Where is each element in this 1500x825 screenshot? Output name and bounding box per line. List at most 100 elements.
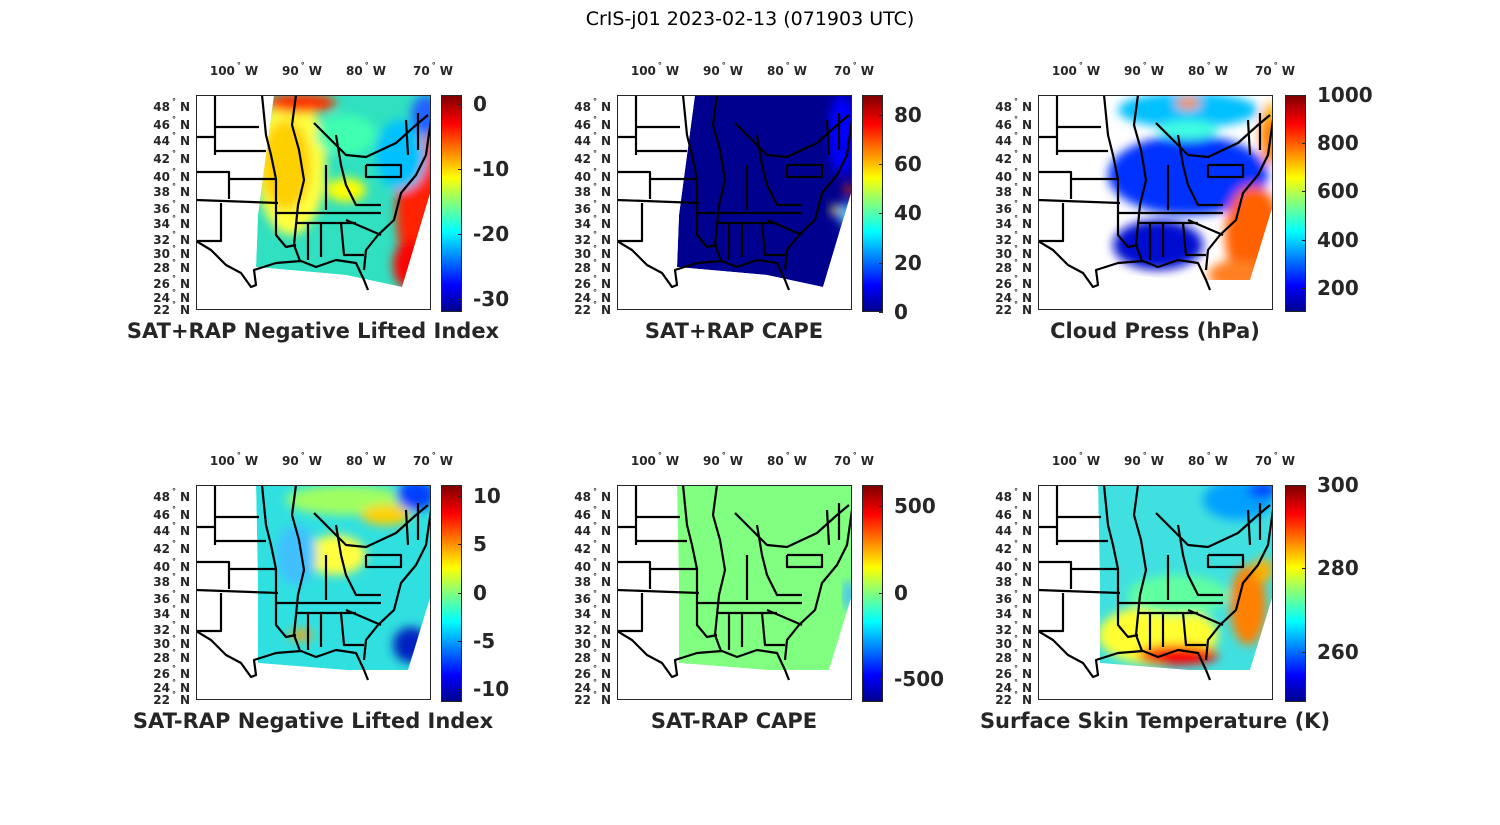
lat-tick-label: 34 ° N [574,214,611,231]
colorbar-tick-label: 260 [1317,639,1359,664]
map-plot [1038,95,1273,310]
data-region [1230,565,1266,645]
data-region [376,120,426,190]
lat-tick-label: 28 ° N [153,258,190,275]
lat-tick-label: 36 ° N [574,589,611,606]
lat-tick-label: 34 ° N [995,214,1032,231]
colorbar-tick-mark [1302,287,1306,289]
colorbar-tick-label: 10 [473,483,501,508]
axes-box [1038,485,1273,700]
data-region [1176,97,1200,109]
satellite-swath [677,485,852,670]
lat-tick-label: 46 ° N [995,505,1032,522]
lat-tick-label: 46 ° N [574,505,611,522]
map-panel: 100 ° W 90 ° W 80 ° W 70 ° W 48 ° N 46 ° N 44 ° N 42 ° N 40 ° N 38 °… [133,450,556,733]
colorbar-tick-mark [879,679,883,681]
figure-title: CrIS-j01 2023-02-13 (071903 UTC) [585,8,915,30]
lat-tick-label: 38 ° N [153,572,190,589]
map-plot [196,95,431,310]
data-region [1113,220,1203,270]
lon-tick-label: 90 ° W [1124,451,1164,468]
lat-tick-label: 40 ° N [153,167,190,184]
colorbar-tick-label: 280 [1317,556,1359,581]
lat-tick-label: 24 ° N [153,288,190,305]
lat-tick-label: 36 ° N [995,589,1032,606]
lat-tick-label: 36 ° N [153,199,190,216]
colorbar-tick-label: 800 [1317,131,1359,156]
lon-tick-label: 70 ° W [1255,61,1295,78]
lat-tick-label: 30 ° N [574,634,611,651]
data-region [831,205,839,215]
colorbar [1285,95,1306,312]
state-boundaries [617,95,852,291]
colorbar-tick-mark [458,689,462,691]
colorbar-tick-label: 200 [1317,275,1359,300]
colorbar-tick-mark [458,104,462,106]
panel-title: SAT-RAP CAPE [650,709,818,733]
lat-tick-label: 22 ° N [995,690,1032,707]
axes-box [196,485,431,700]
colorbar [1285,485,1306,702]
colorbar-tick-mark [458,640,462,642]
colorbar-tick-mark [879,164,883,166]
lon-tick-label: 80 ° W [1188,451,1228,468]
lat-tick-label: 32 ° N [995,620,1032,637]
map-panel: 100 ° W 90 ° W 80 ° W 70 ° W 48 ° N 46 ° N 44 ° N 42 ° N 40 ° N 38 °… [557,450,977,733]
lat-tick-label: 32 ° N [995,230,1032,247]
colorbar-tick-label: 5 [473,532,487,557]
colorbar [862,95,883,312]
lat-tick-label: 28 ° N [153,648,190,665]
lat-tick-label: 46 ° N [153,505,190,522]
lat-tick-label: 38 ° N [574,182,611,199]
lon-tick-label: 80 ° W [767,61,807,78]
lat-tick-label: 32 ° N [574,230,611,247]
satellite-swath [1098,95,1273,280]
colorbar-tick-label: 500 [894,493,936,518]
lat-tick-label: 38 ° N [153,182,190,199]
lat-tick-label: 32 ° N [153,620,190,637]
data-region [843,580,852,610]
map-panel: 100 ° W 90 ° W 80 ° W 70 ° W 48 ° N 46 ° N 44 ° N 42 ° N 40 ° N 38 °… [557,60,977,343]
lat-tick-label: 22 ° N [574,690,611,707]
lon-tick-label: 100 ° W [1051,61,1101,78]
state-boundaries [1038,485,1273,681]
lat-tick-label: 34 ° N [153,214,190,231]
lon-tick-label: 100 ° W [1051,451,1101,468]
map-panel: 100 ° W 90 ° W 80 ° W 70 ° W 48 ° N 46 ° N 44 ° N 42 ° N 40 ° N 38 °… [978,450,1398,733]
data-region [361,505,411,525]
colorbar-tick-label: 0 [894,300,908,324]
data-region [1128,575,1228,615]
lat-tick-label: 44 ° N [995,521,1032,538]
lat-tick-label: 42 ° N [995,539,1032,556]
colorbar-tick-mark [458,544,462,546]
colorbar-tick-mark [879,312,883,313]
lat-tick-label: 26 ° N [153,664,190,681]
lon-tick-label: 90 ° W [703,61,743,78]
lat-tick-label: 44 ° N [574,521,611,538]
map-plot [1038,485,1273,700]
state-boundaries [617,485,852,681]
colorbar-tick-label: -5 [473,628,496,653]
lon-tick-label: 90 ° W [703,451,743,468]
lat-tick-label: 46 ° N [153,115,190,132]
colorbar-tick-label: 1000 [1317,83,1373,107]
axes-box [196,95,431,310]
lat-tick-label: 48 ° N [153,97,190,114]
data-region [316,115,376,155]
lat-tick-label: 30 ° N [995,634,1032,651]
state-boundaries [196,485,431,681]
colorbar-tick-mark [879,592,883,594]
lat-tick-label: 48 ° N [995,487,1032,504]
lat-tick-label: 48 ° N [153,487,190,504]
lon-tick-label: 100 ° W [209,451,259,468]
satellite-swath [677,95,852,287]
lat-tick-label: 26 ° N [574,664,611,681]
satellite-swath [256,485,431,670]
colorbar-tick-label: 0 [473,92,487,117]
data-region [1158,120,1218,140]
lat-tick-label: 30 ° N [995,244,1032,261]
lat-tick-label: 38 ° N [574,572,611,589]
lat-tick-label: 38 ° N [995,182,1032,199]
lat-tick-label: 44 ° N [153,131,190,148]
lat-tick-label: 22 ° N [574,300,611,317]
